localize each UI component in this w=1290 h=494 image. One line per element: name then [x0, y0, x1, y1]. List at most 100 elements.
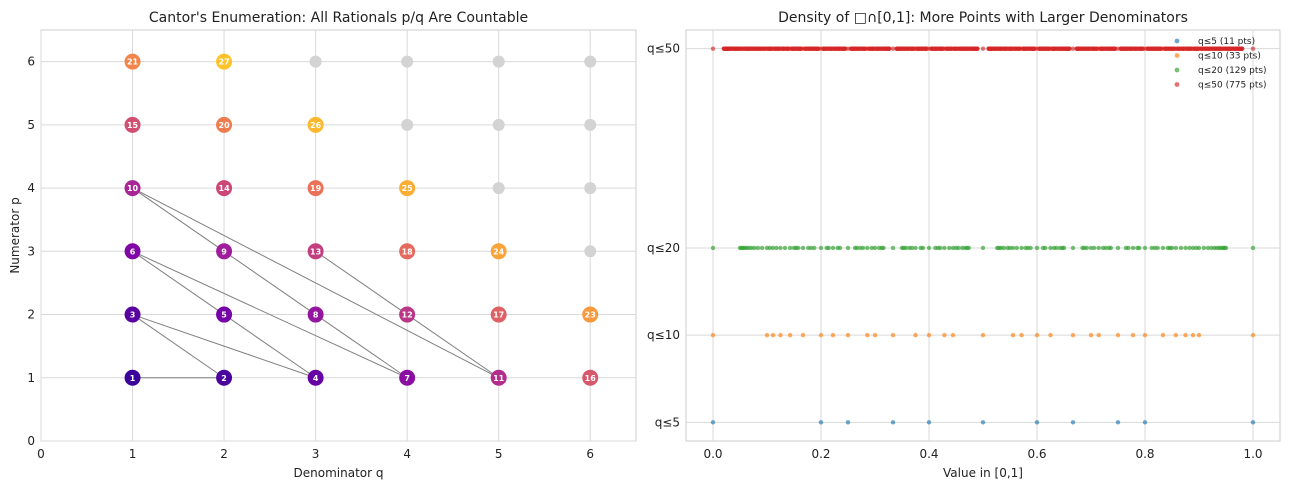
enumerated-point [399, 243, 416, 260]
rational-point [1034, 420, 1040, 425]
rational-point [1183, 245, 1188, 251]
rational-point [1110, 46, 1115, 51]
left-y-tick-label: 5 [27, 118, 35, 132]
legend-marker [1174, 53, 1180, 58]
rational-point [964, 46, 969, 51]
enumerated-point [399, 180, 416, 197]
rational-point [1162, 46, 1168, 51]
rational-point [1173, 332, 1179, 338]
rational-point [947, 245, 952, 251]
rational-point [1218, 46, 1223, 51]
right-plot-area [685, 29, 1281, 442]
rational-point [1070, 245, 1076, 251]
rational-point [1096, 332, 1101, 338]
rational-point [1045, 46, 1051, 51]
unenumerated-point [584, 118, 597, 131]
left-x-tick-label: 3 [312, 447, 320, 461]
enumerated-point [216, 180, 233, 197]
rational-point [1094, 46, 1100, 51]
rational-point [926, 245, 932, 251]
rational-point [829, 46, 834, 51]
right-chart: 0.0 0.2 0.4 0.6 0.8 1.0 q≤5 q≤10 q≤20 q≤50 q≤5 (1… [647, 10, 1281, 480]
rational-point [916, 46, 921, 51]
rational-point [920, 46, 925, 51]
rational-point [1196, 332, 1202, 338]
enumeration-order-label: 7 [404, 374, 410, 383]
rational-point [943, 46, 949, 51]
rational-point [1048, 332, 1053, 338]
rational-point [913, 245, 918, 251]
enumeration-order-label: 19 [310, 184, 322, 193]
left-chart: 1 234567891011121314151617181920212324252… [8, 10, 637, 480]
rational-point [1063, 46, 1068, 51]
rational-point [1080, 245, 1085, 251]
unenumerated-point [584, 245, 597, 258]
rational-point [1190, 332, 1196, 338]
rational-point [737, 245, 743, 251]
rational-point [818, 420, 824, 425]
rational-point [754, 46, 760, 51]
rational-point [1070, 332, 1076, 338]
rational-point [1187, 245, 1192, 251]
rational-point [1008, 46, 1013, 51]
enumerated-point [124, 116, 141, 133]
enumeration-order-label: 8 [313, 311, 319, 320]
rational-point [902, 46, 907, 51]
rational-point [837, 245, 843, 251]
enumerated-point [307, 369, 324, 386]
enumerated-point [582, 369, 599, 386]
rational-point [980, 245, 986, 251]
rational-point [953, 245, 959, 251]
rational-point [890, 332, 896, 338]
enumeration-path-segment [132, 187, 225, 252]
left-y-tick-label: 4 [27, 181, 35, 195]
legend-marker [1174, 67, 1180, 73]
rational-point [1250, 332, 1256, 338]
rational-point [786, 46, 791, 51]
rational-point [887, 46, 892, 51]
enumerated-point [124, 243, 141, 260]
rational-point [796, 245, 801, 251]
enumeration-order-label: 18 [402, 247, 414, 256]
rational-point [876, 46, 881, 51]
series-q≤20 [710, 245, 1256, 251]
rational-point [909, 46, 914, 51]
rational-point [872, 245, 878, 251]
rational-point [1172, 46, 1177, 51]
rational-point [1132, 46, 1137, 51]
rational-point [787, 245, 793, 251]
unenumerated-point [492, 182, 505, 195]
left-y-axis-label: Numerator p [8, 197, 22, 273]
rational-point [1096, 245, 1101, 251]
rational-point [732, 46, 738, 51]
rational-point [909, 245, 915, 251]
rational-point [1059, 46, 1064, 51]
rational-point [1184, 46, 1190, 51]
enumerated-point [216, 53, 233, 70]
rational-point [1023, 46, 1029, 51]
left-y-tick-label: 1 [27, 371, 35, 385]
rational-point [1034, 245, 1040, 251]
right-x-tick-label: 0.4 [919, 447, 938, 461]
enumerated-point [399, 306, 416, 323]
rational-point [1002, 46, 1007, 51]
rational-point [1101, 46, 1106, 51]
rational-point [1228, 46, 1234, 51]
enumerated-point [490, 369, 507, 386]
rational-point [806, 245, 811, 251]
rational-point [1240, 46, 1245, 51]
rational-point [1169, 245, 1175, 251]
enumeration-path-segment [315, 314, 408, 379]
rational-point [1130, 245, 1136, 251]
enumerated-point [124, 306, 141, 323]
enumerated-point [216, 369, 233, 386]
rational-point [931, 46, 936, 51]
rational-point [890, 46, 896, 51]
rational-point [906, 46, 911, 51]
rational-point [1070, 46, 1076, 51]
enumeration-order-label: 3 [130, 311, 136, 320]
rational-point [1089, 46, 1095, 51]
left-x-tick-label: 1 [129, 447, 137, 461]
